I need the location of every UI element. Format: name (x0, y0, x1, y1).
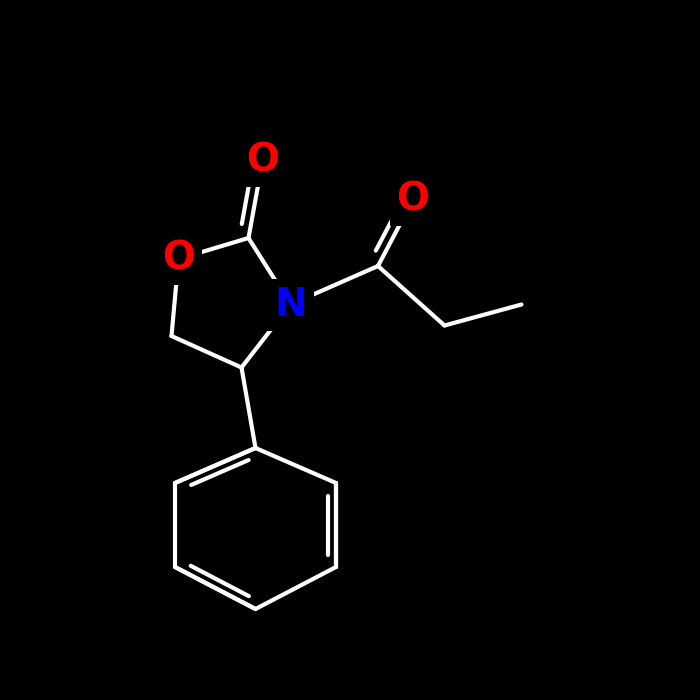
Text: O: O (396, 181, 430, 218)
Text: O: O (162, 240, 195, 278)
Text: O: O (246, 142, 279, 180)
Text: N: N (274, 286, 307, 323)
